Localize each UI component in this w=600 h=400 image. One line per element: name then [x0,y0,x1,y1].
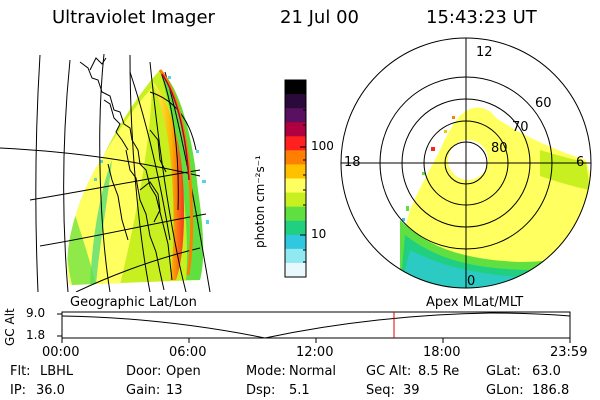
altitude-strip-plot [57,311,571,343]
mlt-6-label: 6 [576,155,585,170]
lat-80-label: 80 [491,141,508,156]
time-tick-4: 23:59 [550,345,588,360]
gcalt-value: 8.5 Re [418,364,460,379]
date-label: 21 Jul 00 [280,7,359,28]
colorbar-segment [285,234,306,250]
altitude-y-bottom: 1.8 [26,328,46,342]
polar-plot [340,37,592,289]
mlt-18-label: 18 [344,155,361,170]
colorbar-segment [285,178,306,194]
gain-value: 13 [166,383,183,398]
apex-panel-label: Apex MLat/MLT [426,295,524,310]
time-tick-0: 00:00 [42,345,80,360]
seq-label: Seq: [366,383,395,398]
time-tick-1: 06:00 [169,345,207,360]
colorbar-tick-100: 100 [311,139,334,153]
flt-value: LBHL [40,364,74,379]
time-tick-3: 18:00 [423,345,461,360]
mode-value: Normal [289,364,337,379]
mlt-12-label: 12 [476,45,493,60]
door-value: Open [166,364,201,379]
glat-label: GLat: [486,364,521,379]
colorbar-segment [285,108,306,123]
colorbar-segment [285,150,306,166]
colorbar-segment [285,122,306,137]
gain-label: Gain: [126,383,161,398]
altitude-ylabel: GC Alt [3,308,17,346]
dsp-label: Dsp: [246,383,276,398]
time-label: 15:43:23 UT [426,7,537,28]
colorbar-segment [285,192,306,208]
seq-value: 39 [403,383,420,398]
instrument-title: Ultraviolet Imager [52,7,215,28]
lat-60-label: 60 [535,96,552,111]
glon-label: GLon: [486,383,524,398]
glat-value: 63.0 [532,364,561,379]
door-label: Door: [126,364,162,379]
mode-label: Mode: [246,364,286,379]
colorbar-unit-label: photon cm⁻²s⁻¹ [253,155,267,248]
colorbar-segment [285,136,306,151]
colorbar-segment [285,164,306,180]
geographic-panel-label: Geographic Lat/Lon [70,295,197,310]
colorbar [285,80,306,278]
dsp-value: 5.1 [289,383,310,398]
glon-value: 186.8 [532,383,570,398]
colorbar-tick-10: 10 [311,227,327,241]
ip-label: IP: [10,383,27,398]
colorbar-segment [285,262,306,278]
colorbar-segment [285,248,306,264]
geographic-map [0,53,211,292]
altitude-y-top: 9.0 [26,306,46,320]
flt-label: Flt: [10,364,31,379]
ip-value: 36.0 [36,383,65,398]
colorbar-segment [285,80,306,95]
mlt-0-label: 0 [467,274,476,289]
colorbar-segment [285,220,306,236]
colorbar-segment [285,94,306,109]
time-tick-2: 12:00 [296,345,334,360]
colorbar-frame [284,79,307,278]
lat-70-label: 70 [512,120,529,135]
gcalt-label: GC Alt: [366,364,412,379]
colorbar-segment [285,206,306,222]
